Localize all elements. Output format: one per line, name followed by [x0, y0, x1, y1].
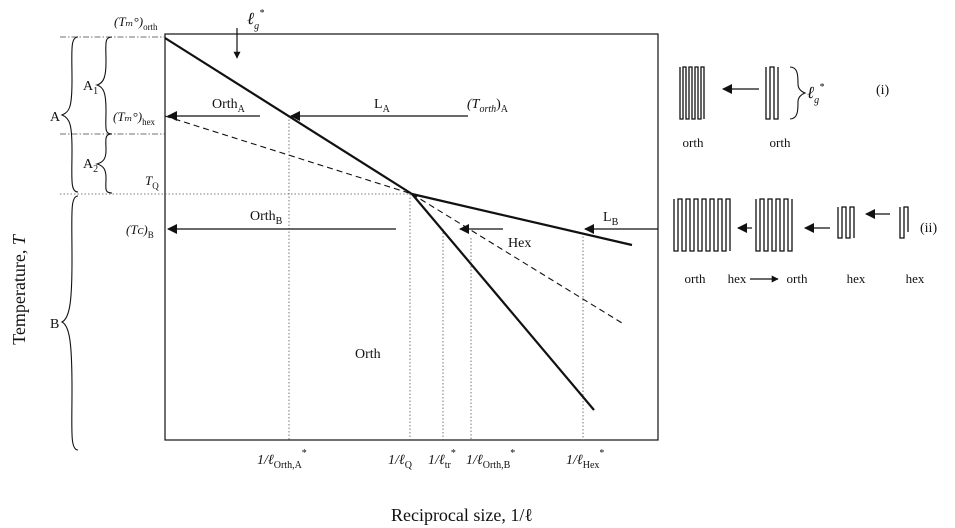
lamella-orth-thick-ii [674, 199, 730, 251]
row-i-label-1: orth [683, 135, 704, 150]
row-ii-label-3: orth [787, 271, 808, 286]
label-lg-star: ℓg* [247, 8, 264, 32]
label-l-b: LB [603, 210, 619, 228]
y-axis-title: Temperature, T [9, 233, 29, 345]
lamella-hex-thin-ii [900, 207, 908, 238]
hex-melting-dashed [165, 116, 412, 194]
row-ii-label-1: orth [685, 271, 706, 286]
xlabel-orth-a: 1/ℓOrth,A* [257, 448, 307, 471]
row-ii-label-4: hex [847, 271, 866, 286]
label-orth-a: OrthA [212, 97, 246, 115]
row-i-tag: (i) [876, 83, 890, 98]
label-orth-b: OrthB [250, 209, 283, 227]
lamella-orth-thick-i [680, 67, 704, 119]
brace-lg-schematic [790, 67, 805, 119]
label-tq: TQ [145, 173, 159, 191]
x-axis-title: Reciprocal size, 1/ℓ [391, 505, 533, 525]
row-ii-label-5: hex [906, 271, 925, 286]
brace-b [62, 196, 78, 450]
row-ii-label-2: hex [728, 271, 747, 286]
label-tm-hex: (Tₘ°)hex [113, 109, 156, 127]
label-t-orth-a: (Torth)A [467, 97, 509, 115]
brace-a1 [97, 37, 112, 134]
brace-a [62, 37, 78, 192]
label-tc-b: (Tᴄ)B [126, 222, 154, 240]
xlabel-orth-b: 1/ℓOrth,B* [466, 448, 515, 471]
label-tm-orth: (Tₘ°)orth [114, 14, 158, 32]
lamella-orth-thin-i [766, 67, 778, 119]
label-hex: Hex [508, 236, 531, 251]
row-ii-tag: (ii) [920, 221, 937, 236]
orth-melting-line-extension [412, 194, 594, 410]
brace-a2 [97, 134, 112, 193]
row-i-label-2: orth [770, 135, 791, 150]
brace-label-a2: A2 [83, 157, 98, 175]
schematic-lg-label: ℓg* [807, 82, 824, 106]
label-orth-region: Orth [355, 347, 381, 362]
xlabel-hex: 1/ℓHex* [566, 448, 604, 471]
lamella-hex-mid-ii [838, 207, 854, 238]
brace-label-a1: A1 [83, 79, 98, 97]
brace-label-b: B [50, 317, 59, 332]
plot-frame [165, 34, 658, 440]
xlabel-q: 1/ℓQ [388, 453, 413, 471]
orth-melting-dashed [412, 194, 622, 323]
brace-label-a: A [50, 110, 61, 125]
xlabel-tr: 1/ℓtr* [428, 448, 456, 471]
lamella-orth-mid-ii [756, 199, 792, 251]
label-l-a: LA [374, 97, 391, 115]
